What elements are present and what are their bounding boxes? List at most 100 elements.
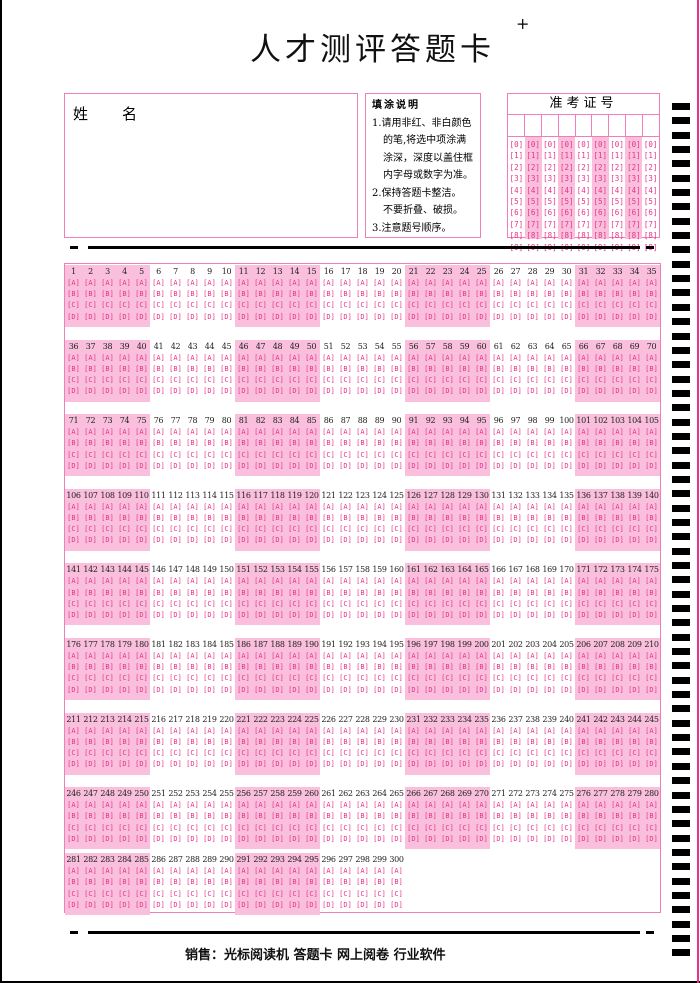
option-bubble-b[interactable]: [B] [186, 663, 199, 672]
option-bubble-d[interactable]: [D] [373, 760, 386, 769]
option-bubble-b[interactable]: [B] [628, 514, 641, 522]
option-bubble-c[interactable]: [C] [237, 301, 250, 310]
option-bubble-b[interactable]: [B] [169, 514, 182, 522]
option-bubble-c[interactable]: [C] [135, 301, 148, 310]
option-bubble-c[interactable]: [C] [67, 599, 80, 608]
option-bubble-d[interactable]: [D] [322, 461, 335, 470]
option-bubble-b[interactable]: [B] [475, 663, 488, 672]
option-bubble-a[interactable]: [A] [339, 279, 352, 287]
option-bubble-a[interactable]: [A] [254, 279, 267, 287]
option-bubble-c[interactable]: [C] [390, 674, 403, 683]
option-bubble-b[interactable]: [B] [101, 290, 114, 299]
option-bubble-d[interactable]: [D] [288, 834, 301, 843]
option-bubble-a[interactable]: [A] [67, 726, 80, 735]
option-bubble-b[interactable]: [B] [339, 812, 352, 821]
digit-bubble[interactable]: [8] [610, 231, 624, 241]
option-bubble-d[interactable]: [D] [135, 387, 148, 396]
option-bubble-a[interactable]: [A] [458, 279, 471, 287]
option-bubble-c[interactable]: [C] [492, 674, 505, 683]
option-bubble-d[interactable]: [D] [509, 461, 522, 470]
digit-bubble[interactable]: [3] [610, 174, 624, 184]
option-bubble-d[interactable]: [D] [373, 461, 386, 470]
option-bubble-d[interactable]: [D] [339, 834, 352, 843]
digit-bubble[interactable]: [0] [627, 140, 641, 149]
option-bubble-c[interactable]: [C] [645, 823, 658, 832]
digit-bubble[interactable]: [1] [627, 151, 641, 161]
option-bubble-c[interactable]: [C] [322, 376, 335, 384]
option-bubble-d[interactable]: [D] [67, 536, 80, 545]
option-bubble-b[interactable]: [B] [101, 439, 114, 448]
option-bubble-d[interactable]: [D] [492, 312, 505, 321]
option-bubble-c[interactable]: [C] [356, 889, 369, 898]
option-bubble-b[interactable]: [B] [101, 878, 114, 887]
option-bubble-c[interactable]: [C] [118, 525, 131, 534]
digit-bubble[interactable]: [5] [526, 197, 540, 207]
option-bubble-c[interactable]: [C] [152, 376, 165, 384]
option-bubble-c[interactable]: [C] [288, 525, 301, 534]
option-bubble-d[interactable]: [D] [543, 461, 556, 470]
option-bubble-a[interactable]: [A] [560, 577, 573, 586]
option-bubble-b[interactable]: [B] [560, 737, 573, 746]
digit-bubble[interactable]: [0] [509, 140, 524, 149]
option-bubble-a[interactable]: [A] [373, 726, 386, 735]
option-bubble-b[interactable]: [B] [220, 290, 233, 299]
option-bubble-b[interactable]: [B] [645, 812, 658, 821]
option-bubble-d[interactable]: [D] [339, 536, 352, 545]
option-bubble-d[interactable]: [D] [186, 900, 199, 909]
option-bubble-a[interactable]: [A] [271, 577, 284, 586]
option-bubble-b[interactable]: [B] [509, 364, 522, 373]
option-bubble-b[interactable]: [B] [441, 737, 454, 746]
option-bubble-b[interactable]: [B] [305, 514, 318, 522]
option-bubble-d[interactable]: [D] [322, 611, 335, 619]
digit-bubble[interactable]: [2] [627, 162, 641, 172]
option-bubble-a[interactable]: [A] [526, 502, 539, 511]
option-bubble-c[interactable]: [C] [135, 450, 148, 459]
option-bubble-a[interactable]: [A] [118, 577, 131, 586]
option-bubble-c[interactable]: [C] [441, 450, 454, 459]
id-write-cell[interactable] [592, 115, 610, 136]
option-bubble-b[interactable]: [B] [339, 439, 352, 448]
option-bubble-c[interactable]: [C] [220, 674, 233, 683]
option-bubble-b[interactable]: [B] [271, 439, 284, 448]
option-bubble-a[interactable]: [A] [237, 279, 250, 287]
option-bubble-a[interactable]: [A] [322, 867, 335, 876]
option-bubble-d[interactable]: [D] [424, 461, 437, 470]
option-bubble-a[interactable]: [A] [186, 652, 199, 660]
option-bubble-a[interactable]: [A] [288, 279, 301, 287]
option-bubble-d[interactable]: [D] [288, 387, 301, 396]
option-bubble-a[interactable]: [A] [509, 502, 522, 511]
option-bubble-b[interactable]: [B] [169, 439, 182, 448]
option-bubble-b[interactable]: [B] [492, 364, 505, 373]
option-bubble-d[interactable]: [D] [611, 760, 624, 769]
option-bubble-a[interactable]: [A] [237, 502, 250, 511]
option-bubble-c[interactable]: [C] [390, 599, 403, 608]
option-bubble-c[interactable]: [C] [543, 525, 556, 534]
digit-bubble[interactable]: [3] [543, 174, 557, 184]
option-bubble-d[interactable]: [D] [186, 461, 199, 470]
digit-bubble[interactable]: [0] [559, 140, 574, 149]
option-bubble-b[interactable]: [B] [526, 514, 539, 522]
option-bubble-a[interactable]: [A] [254, 577, 267, 586]
option-bubble-d[interactable]: [D] [67, 387, 80, 396]
option-bubble-c[interactable]: [C] [203, 525, 216, 534]
option-bubble-c[interactable]: [C] [135, 674, 148, 683]
option-bubble-b[interactable]: [B] [577, 663, 590, 672]
option-bubble-a[interactable]: [A] [475, 502, 488, 511]
option-bubble-c[interactable]: [C] [305, 823, 318, 832]
option-bubble-c[interactable]: [C] [475, 525, 488, 534]
option-bubble-c[interactable]: [C] [560, 525, 573, 534]
option-bubble-a[interactable]: [A] [339, 867, 352, 876]
option-bubble-c[interactable]: [C] [322, 749, 335, 757]
option-bubble-c[interactable]: [C] [441, 674, 454, 683]
option-bubble-a[interactable]: [A] [254, 502, 267, 511]
option-bubble-b[interactable]: [B] [288, 364, 301, 373]
digit-bubble[interactable]: [8] [643, 231, 658, 241]
option-bubble-d[interactable]: [D] [186, 760, 199, 769]
option-bubble-a[interactable]: [A] [169, 353, 182, 362]
option-bubble-b[interactable]: [B] [628, 290, 641, 299]
option-bubble-c[interactable]: [C] [203, 450, 216, 459]
option-bubble-c[interactable]: [C] [577, 674, 590, 683]
option-bubble-b[interactable]: [B] [152, 737, 165, 746]
option-bubble-d[interactable]: [D] [441, 387, 454, 396]
option-bubble-a[interactable]: [A] [577, 726, 590, 735]
